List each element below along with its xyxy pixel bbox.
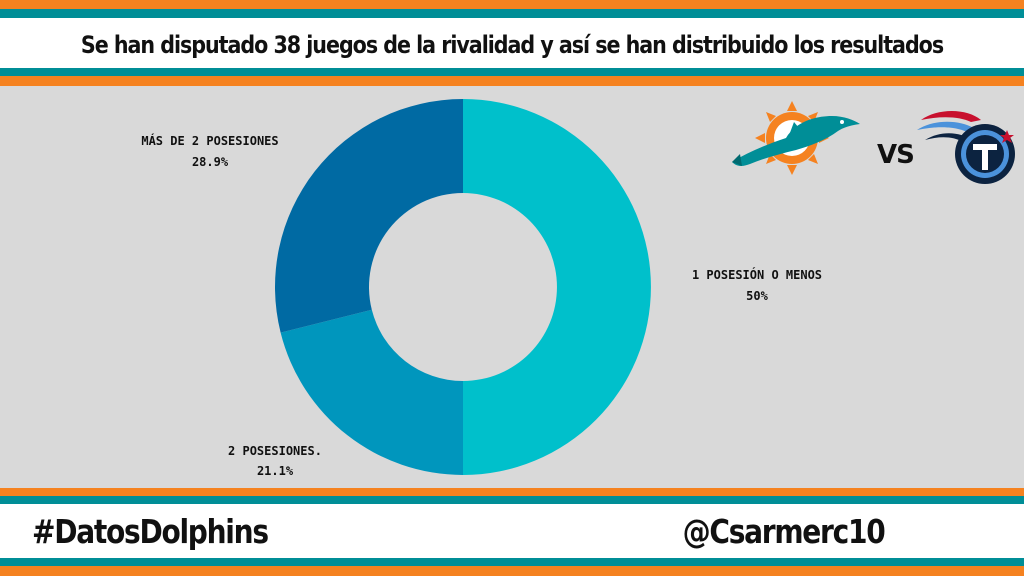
footer-orange-stripe-lower bbox=[0, 566, 1024, 576]
titans-logo-icon bbox=[917, 111, 1015, 184]
slice-label-2-posesiones: 2 POSESIONES. bbox=[228, 444, 322, 458]
footer-teal-stripe-lower bbox=[0, 558, 1024, 566]
dolphin-logo-icon bbox=[732, 101, 860, 175]
header-band bbox=[0, 18, 1024, 68]
header-teal-stripe-lower bbox=[0, 68, 1024, 76]
hashtag-label: #DatosDolphins bbox=[32, 511, 269, 551]
footer-teal-stripe bbox=[0, 496, 1024, 504]
slice-mas-de-2 bbox=[275, 99, 463, 333]
footer-orange-stripe bbox=[0, 488, 1024, 496]
slice-label-mas-de-2: MÁS DE 2 POSESIONES bbox=[141, 133, 278, 148]
footer-band bbox=[0, 504, 1024, 558]
slice-value-mas-de-2: 28.9% bbox=[192, 155, 229, 169]
header-teal-stripe bbox=[0, 9, 1024, 18]
slice-1-posesion bbox=[463, 99, 651, 475]
slice-value-1-posesion: 50% bbox=[746, 289, 768, 303]
slice-value-2-posesiones: 21.1% bbox=[257, 464, 294, 478]
vs-label: VS bbox=[877, 140, 915, 170]
page-title: Se han disputado 38 juegos de la rivalid… bbox=[80, 31, 944, 59]
header-orange-stripe-lower bbox=[0, 76, 1024, 86]
twitter-handle: @Csarmerc10 bbox=[682, 511, 885, 551]
slice-2-posesiones bbox=[280, 309, 463, 475]
header-orange-stripe bbox=[0, 0, 1024, 9]
slice-label-1-posesion: 1 POSESIÓN O MENOS bbox=[692, 267, 822, 282]
